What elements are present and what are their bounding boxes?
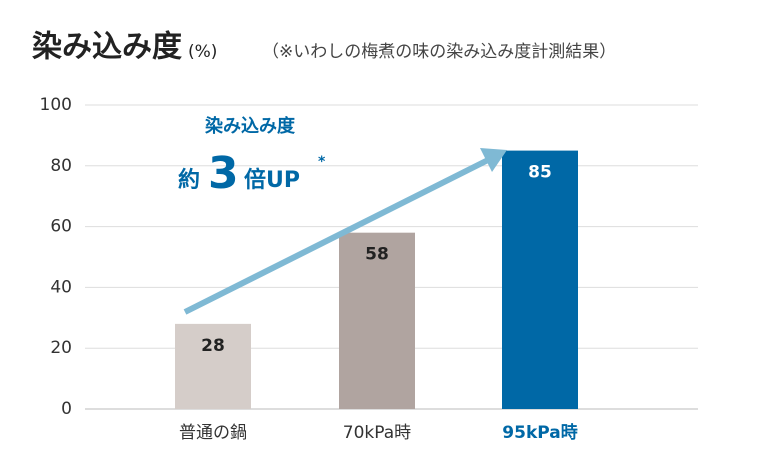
data-label: 28 bbox=[201, 336, 225, 356]
x-tick-label: 普通の鍋 bbox=[179, 423, 247, 443]
annotation-number: 3 bbox=[208, 148, 239, 199]
y-tick-label: 0 bbox=[61, 399, 72, 419]
annotation-mark: * bbox=[318, 154, 326, 170]
unit: (%) bbox=[188, 42, 217, 62]
annotation-heading: 染み込み度 bbox=[204, 115, 296, 137]
x-tick-label: 70kPa時 bbox=[343, 423, 411, 443]
data-label: 58 bbox=[365, 245, 389, 265]
data-label: 85 bbox=[528, 163, 552, 183]
x-tick-label: 95kPa時 bbox=[502, 422, 577, 443]
chart-title: 染み込み度 bbox=[32, 30, 182, 65]
trend-arrow bbox=[183, 157, 490, 315]
y-tick-label: 80 bbox=[50, 156, 72, 176]
subtitle: （※いわしの梅煮の味の染み込み度計測結果） bbox=[262, 42, 616, 62]
y-tick-label: 100 bbox=[40, 95, 72, 115]
bar bbox=[502, 150, 578, 409]
bar bbox=[175, 323, 251, 409]
annotation-suffix: 倍UP bbox=[244, 167, 300, 193]
y-tick-label: 40 bbox=[50, 277, 72, 297]
y-tick-label: 20 bbox=[50, 338, 72, 358]
y-tick-label: 60 bbox=[50, 217, 72, 237]
annotation-prefix: 約 bbox=[178, 167, 200, 193]
bar bbox=[339, 232, 415, 409]
arrow-head bbox=[480, 148, 507, 172]
